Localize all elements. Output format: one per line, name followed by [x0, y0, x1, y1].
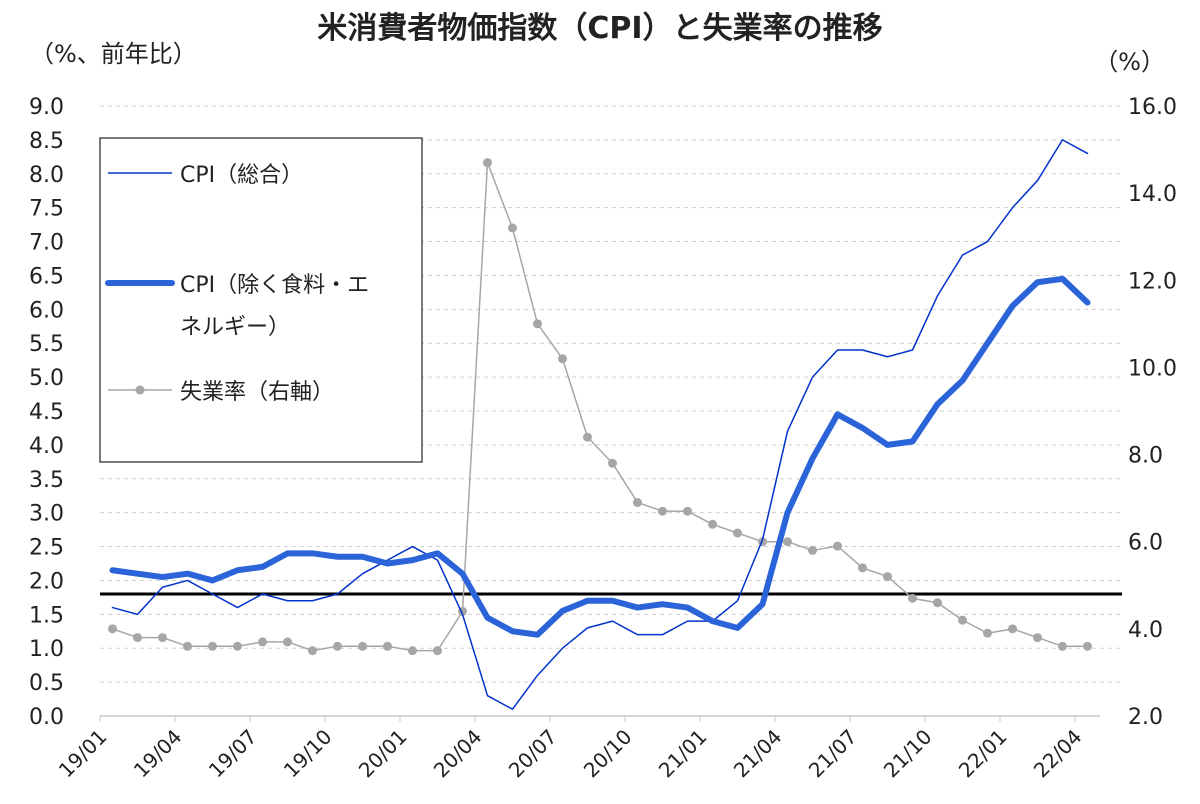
unemployment-point [558, 354, 567, 364]
unemployment-point [883, 572, 892, 582]
x-tick-label: 22/04 [1029, 725, 1087, 783]
right-tick-label: 2.0 [1128, 705, 1163, 730]
unemployment-point [933, 598, 942, 608]
unemployment-point [283, 637, 292, 647]
left-tick-label: 0.0 [29, 705, 64, 730]
x-tick-label: 21/01 [654, 725, 712, 783]
unemployment-point [1008, 624, 1017, 634]
unemployment-point [183, 641, 192, 651]
x-tick-label: 19/07 [204, 725, 262, 783]
left-tick-label: 5.0 [29, 366, 64, 391]
legend-label-cpi: CPI（総合） [180, 163, 303, 188]
unemployment-point [583, 432, 592, 442]
legend-label-core-cpi-2: ネルギー） [180, 315, 290, 340]
unemployment-point [358, 641, 367, 651]
unemployment-line [111, 161, 1089, 652]
x-tick-label: 22/01 [954, 725, 1012, 783]
right-tick-label: 14.0 [1128, 182, 1177, 207]
unemployment-point [908, 593, 917, 603]
left-tick-label: 1.0 [29, 637, 64, 662]
unemployment-point [383, 641, 392, 651]
right-tick-label: 6.0 [1128, 531, 1163, 556]
left-tick-label: 3.0 [29, 502, 64, 527]
unemployment-point [1033, 633, 1042, 643]
left-tick-label: 6.5 [29, 264, 64, 289]
unemployment-point [808, 545, 817, 555]
unemployment-point [1058, 641, 1067, 651]
right-tick-label: 10.0 [1128, 356, 1177, 381]
left-tick-label: 9.0 [29, 95, 64, 120]
left-tick-label: 6.0 [29, 298, 64, 323]
unemployment-point [983, 628, 992, 638]
left-tick-label: 5.5 [29, 332, 64, 357]
cpi-headline-line [111, 139, 1089, 710]
unemployment-point [733, 528, 742, 538]
unemployment-point [408, 646, 417, 656]
unemployment-point [483, 158, 492, 168]
unemployment-point [658, 506, 667, 516]
left-tick-label: 8.0 [29, 163, 64, 188]
x-tick-label: 21/07 [804, 725, 862, 783]
unemployment-point [258, 637, 267, 647]
right-tick-label: 12.0 [1128, 269, 1177, 294]
unemployment-point [233, 641, 242, 651]
unemployment-point [833, 541, 842, 551]
left-tick-label: 8.5 [29, 129, 64, 154]
unemployment-point [333, 641, 342, 651]
legend-label-core-cpi-1: CPI（除く食料・エ [180, 273, 369, 298]
unemployment-point [608, 458, 617, 468]
legend: CPI（総合） CPI（除く食料・エ ネルギー） 失業率（右軸） [99, 137, 423, 463]
x-tick-label: 19/10 [279, 725, 337, 783]
x-tick-label: 21/10 [879, 725, 937, 783]
unemployment-point [433, 646, 442, 656]
unemployment-point [1083, 641, 1092, 651]
left-tick-label: 7.5 [29, 197, 64, 222]
right-tick-label: 16.0 [1128, 95, 1177, 120]
left-tick-label: 7.0 [29, 231, 64, 256]
unemployment-point [208, 641, 217, 651]
left-tick-label: 1.5 [29, 603, 64, 628]
left-tick-label: 2.0 [29, 569, 64, 594]
left-tick-label: 4.5 [29, 400, 64, 425]
right-tick-label: 8.0 [1128, 444, 1163, 469]
unemployment-point [133, 633, 142, 643]
unemployment-point [308, 646, 317, 656]
unemployment-point [633, 498, 642, 507]
unemployment-point [158, 633, 167, 643]
unemployment-point [708, 519, 717, 529]
x-tick-label: 20/04 [429, 725, 487, 783]
cpi-core-line [109, 275, 1091, 638]
left-tick-label: 4.0 [29, 434, 64, 459]
unemployment-point [508, 223, 517, 233]
legend-marker-unemployment [135, 385, 145, 395]
unemployment-point [958, 615, 967, 625]
x-tick-label: 19/04 [129, 725, 187, 783]
unemployment-point [533, 319, 542, 329]
x-tick-label: 20/01 [354, 725, 412, 783]
x-tick-label: 19/01 [54, 725, 112, 783]
unemployment-point [783, 537, 792, 547]
unemployment-point [108, 624, 117, 634]
x-tick-label: 20/07 [504, 725, 562, 783]
right-tick-label: 4.0 [1128, 618, 1163, 643]
left-tick-label: 0.5 [29, 671, 64, 696]
chart-title: 米消費者物価指数（CPI）と失業率の推移 [317, 11, 882, 46]
x-tick-label: 21/04 [729, 725, 787, 783]
left-axis-label: （%、前年比） [30, 40, 197, 68]
x-tick-label: 20/10 [579, 725, 637, 783]
legend-label-unemployment: 失業率（右軸） [180, 380, 334, 405]
left-tick-label: 2.5 [29, 536, 64, 561]
right-axis-label: （%） [1094, 48, 1165, 76]
left-tick-label: 3.5 [29, 468, 64, 493]
unemployment-point [858, 563, 867, 573]
unemployment-point [683, 506, 692, 516]
